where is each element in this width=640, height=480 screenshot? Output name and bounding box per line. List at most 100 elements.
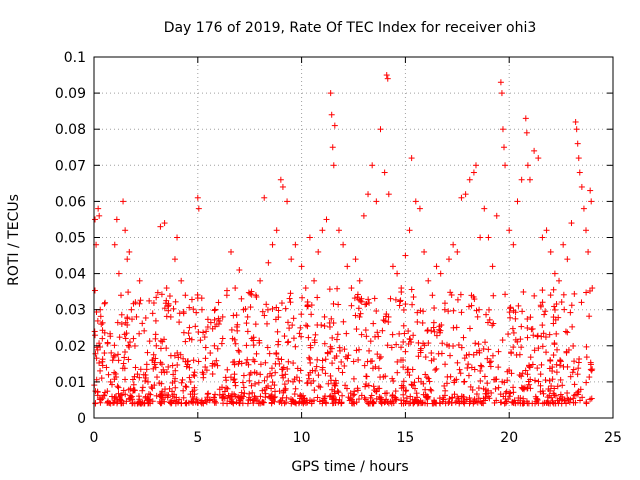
data-point bbox=[294, 365, 301, 372]
data-point bbox=[323, 216, 330, 223]
data-point bbox=[96, 340, 103, 347]
data-point bbox=[157, 359, 164, 366]
data-point bbox=[139, 384, 146, 391]
data-point bbox=[410, 332, 417, 339]
data-point bbox=[182, 338, 189, 345]
data-point bbox=[508, 370, 515, 377]
data-point bbox=[152, 331, 159, 338]
data-point bbox=[180, 310, 187, 317]
data-point bbox=[194, 400, 201, 407]
data-point bbox=[247, 396, 254, 403]
data-point bbox=[441, 382, 448, 389]
data-point bbox=[160, 366, 167, 373]
data-point bbox=[376, 393, 383, 400]
data-point bbox=[405, 328, 412, 335]
data-point bbox=[238, 389, 245, 396]
data-point bbox=[107, 378, 114, 385]
data-point bbox=[153, 294, 160, 301]
data-point bbox=[110, 354, 117, 361]
data-point bbox=[149, 398, 156, 405]
data-point bbox=[442, 387, 449, 394]
x-axis-title: GPS time / hours bbox=[291, 459, 408, 475]
data-point bbox=[290, 315, 297, 322]
data-point bbox=[154, 374, 161, 381]
data-point bbox=[470, 169, 477, 176]
data-point bbox=[400, 364, 407, 371]
data-point bbox=[381, 169, 388, 176]
data-point bbox=[105, 399, 112, 406]
data-point bbox=[510, 241, 517, 248]
data-point bbox=[483, 311, 490, 318]
data-point bbox=[561, 306, 568, 313]
data-point bbox=[306, 354, 313, 361]
data-point bbox=[205, 390, 212, 397]
data-point bbox=[327, 90, 334, 97]
data-point bbox=[587, 359, 594, 366]
data-point bbox=[328, 315, 335, 322]
data-point bbox=[556, 277, 563, 284]
data-point bbox=[271, 398, 278, 405]
data-point bbox=[519, 385, 526, 392]
data-point bbox=[428, 349, 435, 356]
data-point bbox=[261, 386, 268, 393]
data-point bbox=[358, 295, 365, 302]
data-point bbox=[279, 183, 286, 190]
data-point bbox=[286, 325, 293, 332]
data-point bbox=[493, 212, 500, 219]
data-point bbox=[194, 291, 201, 298]
data-point bbox=[216, 391, 223, 398]
data-point bbox=[414, 309, 421, 316]
x-tick-label: 10 bbox=[293, 430, 311, 446]
data-point bbox=[178, 277, 185, 284]
data-point bbox=[512, 315, 519, 322]
data-point bbox=[282, 305, 289, 312]
data-point bbox=[280, 389, 287, 396]
data-point bbox=[460, 393, 467, 400]
data-point bbox=[550, 286, 557, 293]
data-point bbox=[96, 396, 103, 403]
data-point bbox=[166, 293, 173, 300]
data-point bbox=[214, 345, 221, 352]
data-point bbox=[146, 338, 153, 345]
data-point bbox=[370, 383, 377, 390]
data-point bbox=[403, 387, 410, 394]
data-point bbox=[387, 295, 394, 302]
data-point bbox=[246, 390, 253, 397]
data-point bbox=[94, 317, 101, 324]
data-point bbox=[99, 358, 106, 365]
data-point bbox=[327, 392, 334, 399]
data-point bbox=[133, 313, 140, 320]
data-point bbox=[333, 336, 340, 343]
data-point bbox=[355, 305, 362, 312]
data-point bbox=[250, 342, 257, 349]
data-point bbox=[272, 388, 279, 395]
data-point bbox=[92, 350, 99, 357]
data-point bbox=[213, 399, 220, 406]
data-point bbox=[560, 291, 567, 298]
data-point bbox=[351, 400, 358, 407]
data-point bbox=[550, 320, 557, 327]
data-point bbox=[120, 360, 127, 367]
data-point bbox=[240, 384, 247, 391]
data-point bbox=[341, 346, 348, 353]
data-point bbox=[583, 354, 590, 361]
data-point bbox=[244, 328, 251, 335]
data-point bbox=[319, 227, 326, 234]
data-point bbox=[231, 371, 238, 378]
data-point bbox=[128, 393, 135, 400]
data-point bbox=[549, 376, 556, 383]
y-tick-label: 0.09 bbox=[55, 86, 86, 102]
data-point bbox=[422, 386, 429, 393]
data-point bbox=[514, 399, 521, 406]
data-point bbox=[573, 391, 580, 398]
data-point bbox=[501, 379, 508, 386]
data-point bbox=[450, 307, 457, 314]
data-point bbox=[392, 388, 399, 395]
data-point bbox=[561, 397, 568, 404]
data-point bbox=[130, 335, 137, 342]
data-point bbox=[543, 227, 550, 234]
data-point bbox=[264, 344, 271, 351]
data-point bbox=[292, 385, 299, 392]
data-point bbox=[506, 227, 513, 234]
data-point bbox=[407, 336, 414, 343]
